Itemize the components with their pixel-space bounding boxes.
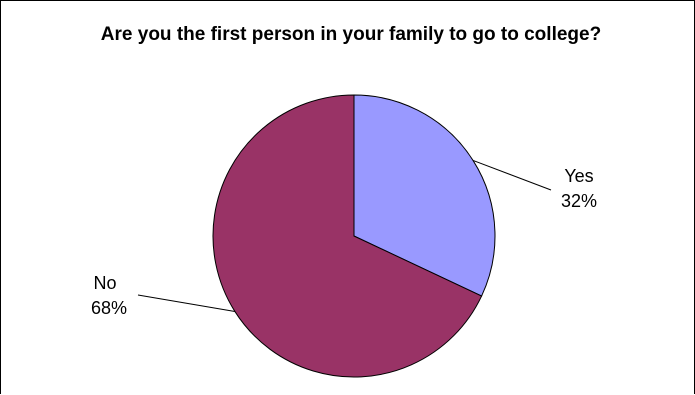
slice-label-no-name: No [93, 273, 116, 293]
pie-slice-yes [353, 94, 496, 297]
slice-label-yes-value: 32% [561, 191, 597, 211]
leader-line-no [137, 294, 236, 313]
leader-line-yes [472, 159, 552, 191]
pie-slice-no [212, 94, 483, 378]
slice-label-no-value: 68% [91, 298, 127, 318]
slice-label-yes-name: Yes [564, 166, 593, 186]
chart-title: Are you the first person in your family … [100, 24, 602, 45]
